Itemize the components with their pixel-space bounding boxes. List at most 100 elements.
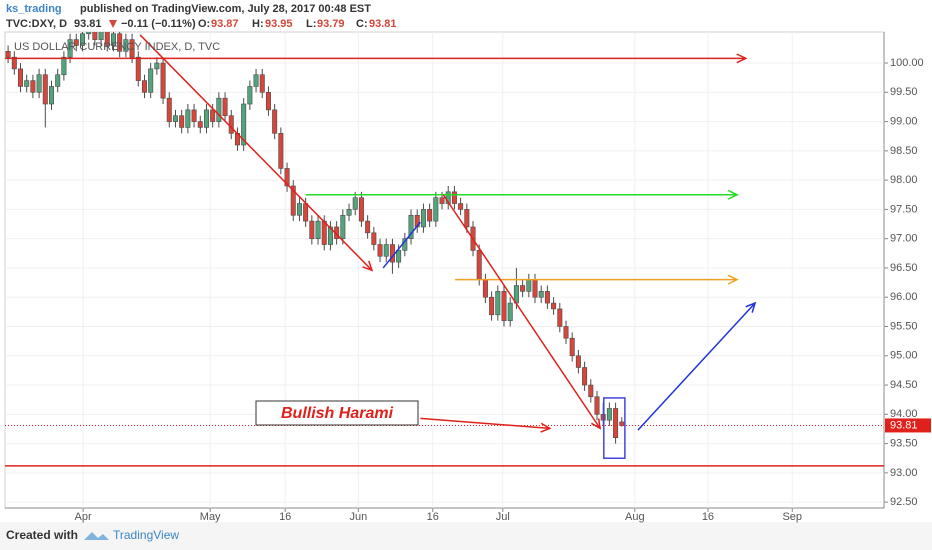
x-tick-label: Apr	[75, 511, 92, 523]
candle-body	[433, 197, 439, 222]
published: published on TradingView.com, July 28, 2…	[80, 3, 371, 15]
candle-body	[538, 291, 544, 298]
candle-body	[315, 220, 321, 239]
ohlc-label: O:	[198, 18, 210, 30]
candle-body	[86, 32, 92, 35]
author[interactable]: ks_trading	[6, 3, 62, 15]
ohlc-label: L:	[306, 18, 316, 30]
ohlc-value: 93.81	[369, 18, 397, 30]
symbol: TVC:DXY, D	[6, 18, 67, 30]
candle-body	[340, 214, 346, 239]
candle-body	[507, 302, 513, 321]
candle-body	[216, 97, 222, 122]
candle-body	[247, 86, 253, 105]
candle-body	[79, 33, 85, 46]
footer-created: Created with	[6, 528, 78, 542]
candle-body	[377, 244, 383, 257]
change: −0.11 (−0.11%)	[121, 18, 196, 30]
y-tick-label: 97.00	[890, 233, 918, 245]
candle-body	[575, 355, 581, 368]
y-tick-label: 98.00	[890, 174, 918, 186]
candle-body	[5, 51, 11, 58]
candle-body	[420, 209, 426, 228]
candle-body	[117, 33, 123, 52]
footer-bar	[0, 522, 932, 550]
candle-body	[365, 220, 371, 234]
candle-body	[24, 80, 30, 87]
candle-body	[588, 384, 594, 398]
candle-body	[123, 39, 129, 52]
candle-body	[197, 121, 203, 128]
arrow-head	[745, 301, 757, 313]
candle-body	[290, 185, 296, 216]
drawing-line	[420, 417, 550, 430]
annotation-box	[255, 400, 419, 426]
ohlc-label: H:	[252, 18, 264, 30]
candle-body	[61, 56, 67, 76]
candle-body	[17, 68, 23, 87]
candle-body	[346, 209, 352, 216]
candle-body	[557, 308, 563, 327]
candle-body	[321, 220, 327, 245]
candle-body	[551, 302, 557, 310]
candle-body	[92, 32, 98, 40]
candle-body	[228, 115, 234, 134]
footer-brand[interactable]: TradingView	[113, 528, 179, 542]
candle-body	[265, 92, 271, 111]
candle-body	[253, 74, 259, 87]
candle-body	[160, 62, 166, 99]
ohlc-value: 93.95	[265, 18, 293, 30]
candle-body	[278, 132, 284, 169]
y-tick-label: 100.00	[890, 57, 924, 69]
candle-body	[303, 203, 309, 222]
candle-body	[148, 68, 154, 93]
candle-body	[427, 209, 433, 222]
candle-body	[272, 109, 278, 134]
down-arrow-icon	[109, 20, 117, 28]
y-tick-label: 98.50	[890, 145, 918, 157]
x-tick-label: 16	[279, 511, 291, 523]
candle-body	[489, 296, 495, 316]
x-tick-label: Sep	[782, 511, 802, 523]
y-tick-label: 97.50	[890, 203, 918, 215]
candle-body	[309, 220, 315, 239]
candle-body	[582, 367, 588, 386]
candle-body	[520, 285, 526, 292]
candle-body	[482, 279, 488, 298]
candle-body	[532, 279, 538, 298]
y-tick-label: 99.00	[890, 115, 918, 127]
candle-body	[36, 74, 42, 93]
candle-body	[569, 337, 575, 357]
candle-body	[284, 168, 290, 187]
candle-body	[439, 197, 445, 204]
candle-body	[594, 396, 600, 415]
candle-body	[352, 197, 358, 210]
candle-body	[129, 39, 135, 58]
chart-title: US DOLLAR CURRENCY INDEX, D, TVC	[14, 41, 220, 53]
annotation: Bullish Harami	[281, 405, 394, 422]
candle-body	[154, 62, 160, 70]
candle-body	[563, 326, 569, 339]
x-tick-label: May	[200, 511, 221, 523]
arrow-head	[591, 418, 602, 430]
ohlc-value: 93.87	[211, 18, 239, 30]
candle-body	[104, 32, 110, 46]
price-label-bg	[885, 418, 931, 433]
y-tick-label: 99.50	[890, 86, 918, 98]
y-tick-label: 94.00	[890, 408, 918, 420]
arrow-head	[736, 53, 748, 64]
y-tick-label: 93.50	[890, 438, 918, 450]
x-tick-label: 16	[702, 511, 714, 523]
x-tick-label: Jun	[349, 511, 367, 523]
candle-body	[203, 109, 209, 128]
y-tick-label: 93.00	[890, 467, 918, 479]
candle-body	[73, 39, 79, 46]
candle-body	[544, 291, 550, 304]
candle-body	[48, 86, 54, 105]
candle-body	[458, 203, 464, 210]
candle-body	[495, 291, 501, 316]
candle-body	[141, 80, 147, 93]
candle-body	[98, 32, 104, 40]
y-tick-label: 92.50	[890, 496, 918, 508]
